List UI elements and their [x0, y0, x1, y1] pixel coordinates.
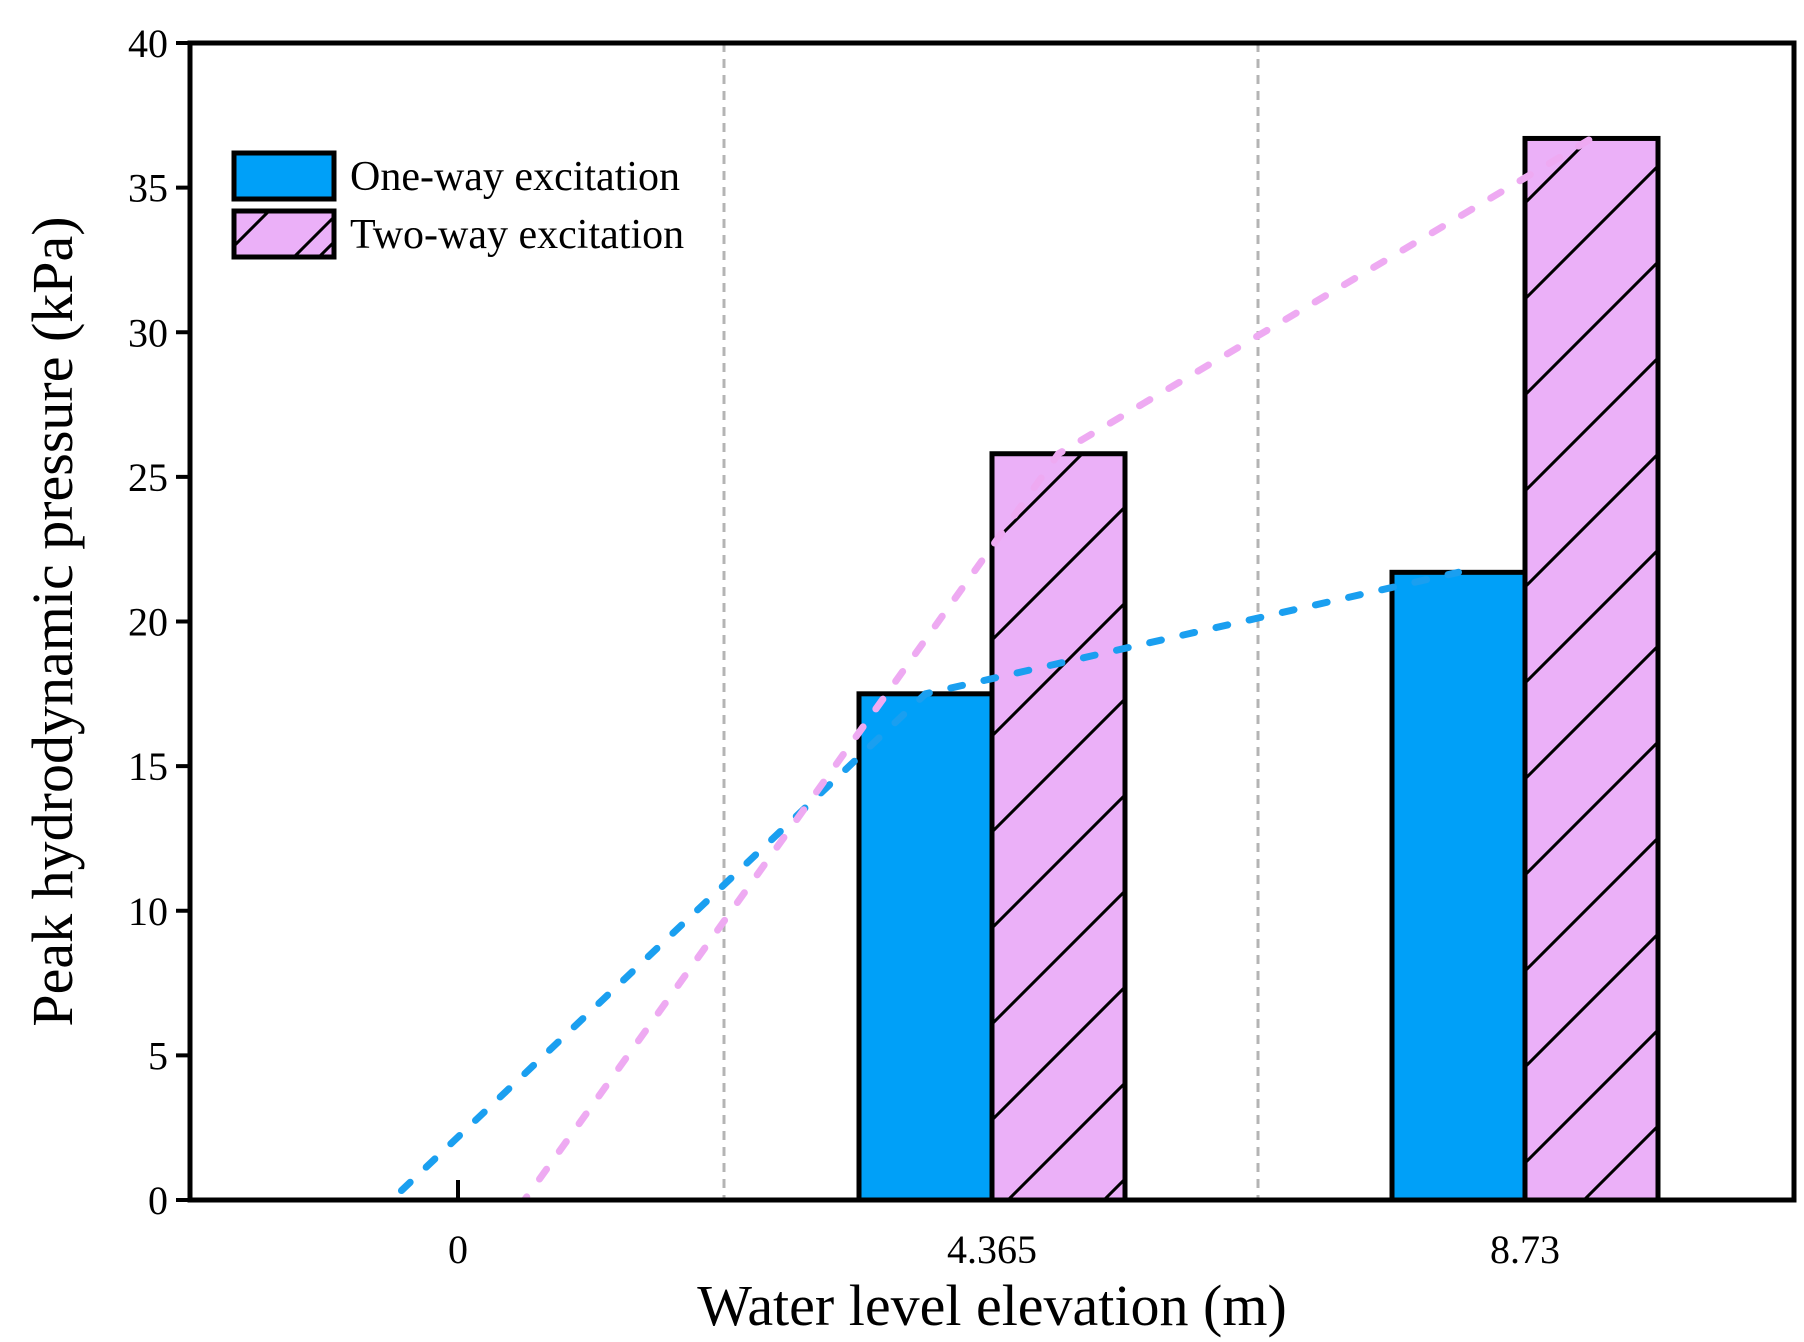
legend: One-way excitation Two-way excitation	[231, 150, 684, 260]
y-tick-label-5: 5	[148, 1033, 168, 1078]
bars	[856, 135, 1661, 1203]
trend-line-one-way	[386, 568, 1462, 1200]
y-tick-label-0: 0	[148, 1178, 168, 1223]
legend-label-one-way: One-way excitation	[350, 154, 680, 200]
bar-one-way-2	[1389, 569, 1528, 1203]
bar-two-way-2	[1522, 135, 1661, 1203]
y-tick-label-15: 15	[128, 744, 168, 789]
legend-hatch-line	[292, 215, 336, 259]
y-axis-title: Peak hydrodynamic pressure (kPa)	[20, 216, 85, 1026]
axes: 0 5 10 15 20 25 30 35 40 0 4.365 8.73	[128, 21, 1560, 1272]
x-tick-label-0: 0	[448, 1227, 468, 1272]
y-tick-label-25: 25	[128, 455, 168, 500]
y-tick-label-35: 35	[128, 166, 168, 211]
y-tick-label-30: 30	[128, 310, 168, 355]
bar-two-way-1	[989, 451, 1128, 1203]
x-tick-label-2: 8.73	[1490, 1227, 1560, 1272]
x-tick-label-1: 4.365	[947, 1227, 1037, 1272]
x-axis-title: Water level elevation (m)	[697, 1273, 1287, 1338]
legend-label-two-way: Two-way excitation	[350, 212, 684, 258]
bar-one-way-1	[856, 691, 995, 1203]
y-tick-label-20: 20	[128, 600, 168, 645]
trend-lines	[386, 135, 1595, 1200]
y-tick-label-40: 40	[128, 21, 168, 66]
trend-line-two-way	[520, 135, 1595, 1200]
legend-swatch-one-way	[231, 150, 337, 202]
y-tick-label-10: 10	[128, 889, 168, 934]
